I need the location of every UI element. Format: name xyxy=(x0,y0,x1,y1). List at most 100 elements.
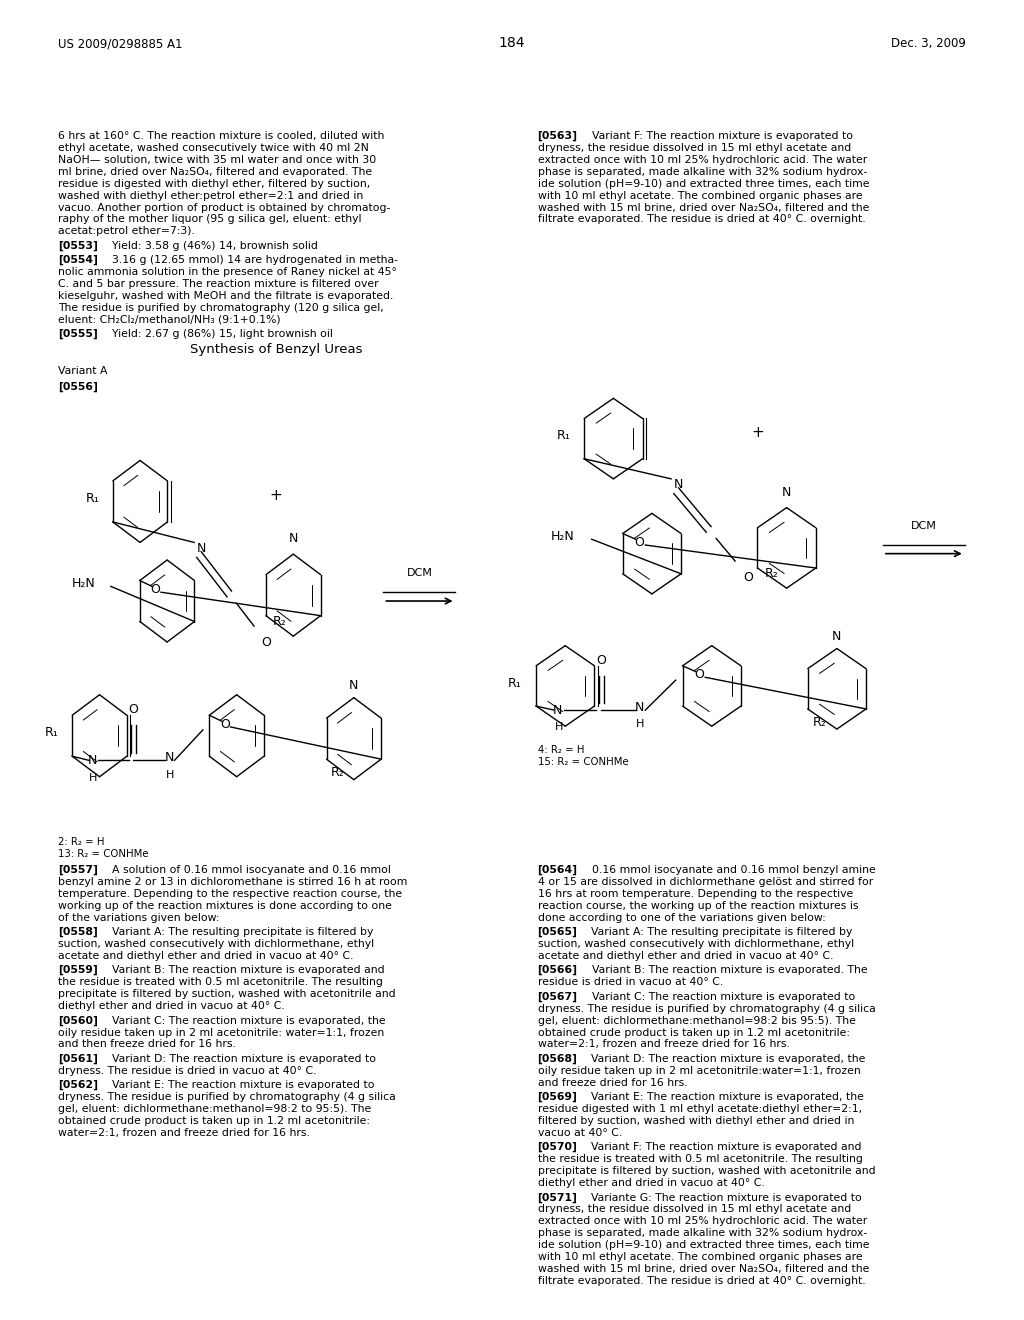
Text: Variant F: The reaction mixture is evaporated and: Variant F: The reaction mixture is evapo… xyxy=(578,1142,862,1152)
Text: [0568]: [0568] xyxy=(538,1053,578,1064)
Text: R₁: R₁ xyxy=(86,492,99,506)
Text: R₁: R₁ xyxy=(508,677,522,689)
Text: Yield: 3.58 g (46%) 14, brownish solid: Yield: 3.58 g (46%) 14, brownish solid xyxy=(98,240,318,251)
Text: ethyl acetate, washed consecutively twice with 40 ml 2N: ethyl acetate, washed consecutively twic… xyxy=(58,143,370,153)
Text: eluent: CH₂Cl₂/methanol/NH₃ (9:1+0.1%): eluent: CH₂Cl₂/methanol/NH₃ (9:1+0.1%) xyxy=(58,314,281,325)
Text: precipitate is filtered by suction, washed with acetonitrile and: precipitate is filtered by suction, wash… xyxy=(58,989,396,999)
Text: 16 hrs at room temperature. Depending to the respective: 16 hrs at room temperature. Depending to… xyxy=(538,888,853,899)
Text: H: H xyxy=(89,774,97,783)
Text: phase is separated, made alkaline with 32% sodium hydrox-: phase is separated, made alkaline with 3… xyxy=(538,166,867,177)
Text: vacuo at 40° C.: vacuo at 40° C. xyxy=(538,1127,622,1138)
Text: Variant A: Variant A xyxy=(58,366,108,376)
Text: N: N xyxy=(833,630,842,643)
Text: Variant A: The resulting precipitate is filtered by: Variant A: The resulting precipitate is … xyxy=(98,927,374,937)
Text: US 2009/0298885 A1: US 2009/0298885 A1 xyxy=(58,37,183,50)
Text: acetate and diethyl ether and dried in vacuo at 40° C.: acetate and diethyl ether and dried in v… xyxy=(538,950,834,961)
Text: [0559]: [0559] xyxy=(58,965,98,975)
Text: Variant B: The reaction mixture is evaporated and: Variant B: The reaction mixture is evapo… xyxy=(98,965,385,975)
Text: washed with 15 ml brine, dried over Na₂SO₄, filtered and the: washed with 15 ml brine, dried over Na₂S… xyxy=(538,202,869,213)
Text: R₂: R₂ xyxy=(812,715,826,729)
Text: gel, eluent: dichlormethane:methanol=98:2 bis 95:5). The: gel, eluent: dichlormethane:methanol=98:… xyxy=(538,1015,855,1026)
Text: 2: R₂ = H: 2: R₂ = H xyxy=(58,837,104,847)
Text: +: + xyxy=(752,425,764,441)
Text: [0567]: [0567] xyxy=(538,991,578,1002)
Text: residue is dried in vacuo at 40° C.: residue is dried in vacuo at 40° C. xyxy=(538,977,723,987)
Text: residue digested with 1 ml ethyl acetate:diethyl ether=2:1,: residue digested with 1 ml ethyl acetate… xyxy=(538,1104,862,1114)
Text: O: O xyxy=(129,704,138,717)
Text: dryness, the residue dissolved in 15 ml ethyl acetate and: dryness, the residue dissolved in 15 ml … xyxy=(538,143,851,153)
Text: [0557]: [0557] xyxy=(58,865,98,875)
Text: [0571]: [0571] xyxy=(538,1192,578,1203)
Text: The residue is purified by chromatography (120 g silica gel,: The residue is purified by chromatograph… xyxy=(58,302,384,313)
Text: kieselguhr, washed with MeOH and the filtrate is evaporated.: kieselguhr, washed with MeOH and the fil… xyxy=(58,290,394,301)
Text: filtrate evaporated. The residue is dried at 40° C. overnight.: filtrate evaporated. The residue is drie… xyxy=(538,1275,865,1286)
Text: R₂: R₂ xyxy=(331,766,345,779)
Text: O: O xyxy=(743,572,754,583)
Text: 15: R₂ = CONHMe: 15: R₂ = CONHMe xyxy=(538,756,629,767)
Text: diethyl ether and dried in vacuo at 40° C.: diethyl ether and dried in vacuo at 40° … xyxy=(58,1001,285,1011)
Text: Variant D: The reaction mixture is evaporated to: Variant D: The reaction mixture is evapo… xyxy=(98,1053,376,1064)
Text: 4 or 15 are dissolved in dichlormethane gelöst and stirred for: 4 or 15 are dissolved in dichlormethane … xyxy=(538,876,872,887)
Text: dryness. The residue is purified by chromatography (4 g silica: dryness. The residue is purified by chro… xyxy=(538,1003,876,1014)
Text: 13: R₂ = CONHMe: 13: R₂ = CONHMe xyxy=(58,849,148,859)
Text: acetat:petrol ether=7:3).: acetat:petrol ether=7:3). xyxy=(58,226,196,236)
Text: [0562]: [0562] xyxy=(58,1080,98,1090)
Text: Dec. 3, 2009: Dec. 3, 2009 xyxy=(891,37,966,50)
Text: N: N xyxy=(635,701,644,714)
Text: [0556]: [0556] xyxy=(58,381,98,392)
Text: Variant C: The reaction mixture is evaporated to: Variant C: The reaction mixture is evapo… xyxy=(578,991,855,1002)
Text: water=2:1, frozen and freeze dried for 16 hrs.: water=2:1, frozen and freeze dried for 1… xyxy=(58,1127,310,1138)
Text: 184: 184 xyxy=(499,36,525,50)
Text: phase is separated, made alkaline with 32% sodium hydrox-: phase is separated, made alkaline with 3… xyxy=(538,1228,867,1238)
Text: [0558]: [0558] xyxy=(58,927,98,937)
Text: Variant E: The reaction mixture is evaporated to: Variant E: The reaction mixture is evapo… xyxy=(98,1080,375,1090)
Text: oily residue taken up in 2 ml acetonitrile:water=1:1, frozen: oily residue taken up in 2 ml acetonitri… xyxy=(538,1065,860,1076)
Text: and then freeze dried for 16 hrs.: and then freeze dried for 16 hrs. xyxy=(58,1039,237,1049)
Text: diethyl ether and dried in vacuo at 40° C.: diethyl ether and dried in vacuo at 40° … xyxy=(538,1177,764,1188)
Text: 4: R₂ = H: 4: R₂ = H xyxy=(538,744,584,755)
Text: [0555]: [0555] xyxy=(58,329,98,339)
Text: ide solution (pH=9-10) and extracted three times, each time: ide solution (pH=9-10) and extracted thr… xyxy=(538,178,869,189)
Text: O: O xyxy=(694,668,705,681)
Text: obtained crude product is taken up in 1.2 ml acetonitrile:: obtained crude product is taken up in 1.… xyxy=(538,1027,850,1038)
Text: washed with 15 ml brine, dried over Na₂SO₄, filtered and the: washed with 15 ml brine, dried over Na₂S… xyxy=(538,1263,869,1274)
Text: NaOH— solution, twice with 35 ml water and once with 30: NaOH— solution, twice with 35 ml water a… xyxy=(58,154,377,165)
Text: working up of the reaction mixtures is done according to one: working up of the reaction mixtures is d… xyxy=(58,900,392,911)
Text: O: O xyxy=(262,636,271,649)
Text: H₂N: H₂N xyxy=(72,577,95,590)
Text: with 10 ml ethyl acetate. The combined organic phases are: with 10 ml ethyl acetate. The combined o… xyxy=(538,190,862,201)
Text: suction, washed consecutively with dichlormethane, ethyl: suction, washed consecutively with dichl… xyxy=(58,939,375,949)
Text: N: N xyxy=(782,486,792,499)
Text: H: H xyxy=(166,770,174,780)
Text: Variant F: The reaction mixture is evaporated to: Variant F: The reaction mixture is evapo… xyxy=(578,131,853,141)
Text: ml brine, dried over Na₂SO₄, filtered and evaporated. The: ml brine, dried over Na₂SO₄, filtered an… xyxy=(58,166,373,177)
Text: H: H xyxy=(555,722,563,733)
Text: R₂: R₂ xyxy=(765,568,778,581)
Text: extracted once with 10 ml 25% hydrochloric acid. The water: extracted once with 10 ml 25% hydrochlor… xyxy=(538,1216,867,1226)
Text: gel, eluent: dichlormethane:methanol=98:2 to 95:5). The: gel, eluent: dichlormethane:methanol=98:… xyxy=(58,1104,372,1114)
Text: acetate and diethyl ether and dried in vacuo at 40° C.: acetate and diethyl ether and dried in v… xyxy=(58,950,354,961)
Text: Synthesis of Benzyl Ureas: Synthesis of Benzyl Ureas xyxy=(190,343,362,356)
Text: dryness. The residue is purified by chromatography (4 g silica: dryness. The residue is purified by chro… xyxy=(58,1092,396,1102)
Text: Variante G: The reaction mixture is evaporated to: Variante G: The reaction mixture is evap… xyxy=(578,1192,862,1203)
Text: washed with diethyl ether:petrol ether=2:1 and dried in: washed with diethyl ether:petrol ether=2… xyxy=(58,190,364,201)
Text: O: O xyxy=(597,653,606,667)
Text: DCM: DCM xyxy=(407,568,432,578)
Text: N: N xyxy=(349,678,358,692)
Text: raphy of the mother liquor (95 g silica gel, eluent: ethyl: raphy of the mother liquor (95 g silica … xyxy=(58,214,361,224)
Text: [0563]: [0563] xyxy=(538,131,578,141)
Text: water=2:1, frozen and freeze dried for 16 hrs.: water=2:1, frozen and freeze dried for 1… xyxy=(538,1039,790,1049)
Text: A solution of 0.16 mmol isocyanate and 0.16 mmol: A solution of 0.16 mmol isocyanate and 0… xyxy=(98,865,391,875)
Text: 0.16 mmol isocyanate and 0.16 mmol benzyl amine: 0.16 mmol isocyanate and 0.16 mmol benzy… xyxy=(578,865,876,875)
Text: R₂: R₂ xyxy=(272,615,287,628)
Text: of the variations given below:: of the variations given below: xyxy=(58,912,220,923)
Text: and freeze dried for 16 hrs.: and freeze dried for 16 hrs. xyxy=(538,1077,687,1088)
Text: nolic ammonia solution in the presence of Raney nickel at 45°: nolic ammonia solution in the presence o… xyxy=(58,267,397,277)
Text: Yield: 2.67 g (86%) 15, light brownish oil: Yield: 2.67 g (86%) 15, light brownish o… xyxy=(98,329,333,339)
Text: [0569]: [0569] xyxy=(538,1092,578,1102)
Text: H: H xyxy=(636,719,645,730)
Text: [0560]: [0560] xyxy=(58,1015,98,1026)
Text: C. and 5 bar pressure. The reaction mixture is filtered over: C. and 5 bar pressure. The reaction mixt… xyxy=(58,279,379,289)
Text: benzyl amine 2 or 13 in dichloromethane is stirred 16 h at room: benzyl amine 2 or 13 in dichloromethane … xyxy=(58,876,408,887)
Text: N: N xyxy=(197,541,206,554)
